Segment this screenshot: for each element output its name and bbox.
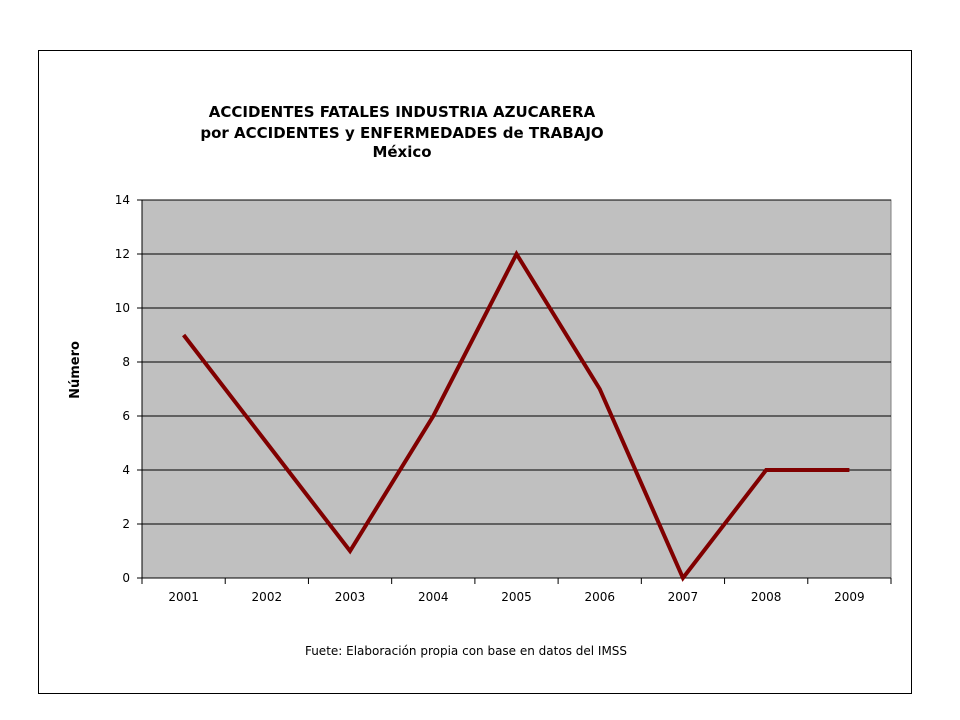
x-tick-label: 2007 xyxy=(668,590,699,604)
y-tick-label: 6 xyxy=(122,409,130,423)
x-tick-label: 2001 xyxy=(168,590,199,604)
x-tick-label: 2003 xyxy=(335,590,366,604)
plot-area: 0 2 4 6 8 10 12 14 2001 2002 2003 2004 2005 2006 2007 2… xyxy=(115,193,892,604)
x-tick-label: 2005 xyxy=(501,590,532,604)
x-tick-label: 2002 xyxy=(252,590,283,604)
y-tick-label: 4 xyxy=(122,463,130,477)
y-tick-label: 8 xyxy=(122,355,130,369)
y-tick-label: 14 xyxy=(115,193,130,207)
y-tick-label: 0 xyxy=(122,571,130,585)
y-tick-label: 12 xyxy=(115,247,130,261)
y-axis-label: Número xyxy=(68,341,83,399)
y-tick-label: 10 xyxy=(115,301,130,315)
chart-title: ACCIDENTES FATALES INDUSTRIA AZUCARERA p… xyxy=(200,103,603,161)
y-tick-label: 2 xyxy=(122,517,130,531)
chart-title-line: ACCIDENTES FATALES INDUSTRIA AZUCARERA xyxy=(209,103,596,121)
x-tick-label: 2004 xyxy=(418,590,449,604)
x-tick-label: 2006 xyxy=(584,590,615,604)
x-tick-label: 2009 xyxy=(834,590,865,604)
source-note: Fuete: Elaboración propia con base en da… xyxy=(305,644,627,658)
plot-background xyxy=(141,199,892,579)
chart-title-line: México xyxy=(372,143,431,161)
x-tick-label: 2008 xyxy=(751,590,782,604)
chart-title-line: por ACCIDENTES y ENFERMEDADES de TRABAJO xyxy=(200,124,603,142)
